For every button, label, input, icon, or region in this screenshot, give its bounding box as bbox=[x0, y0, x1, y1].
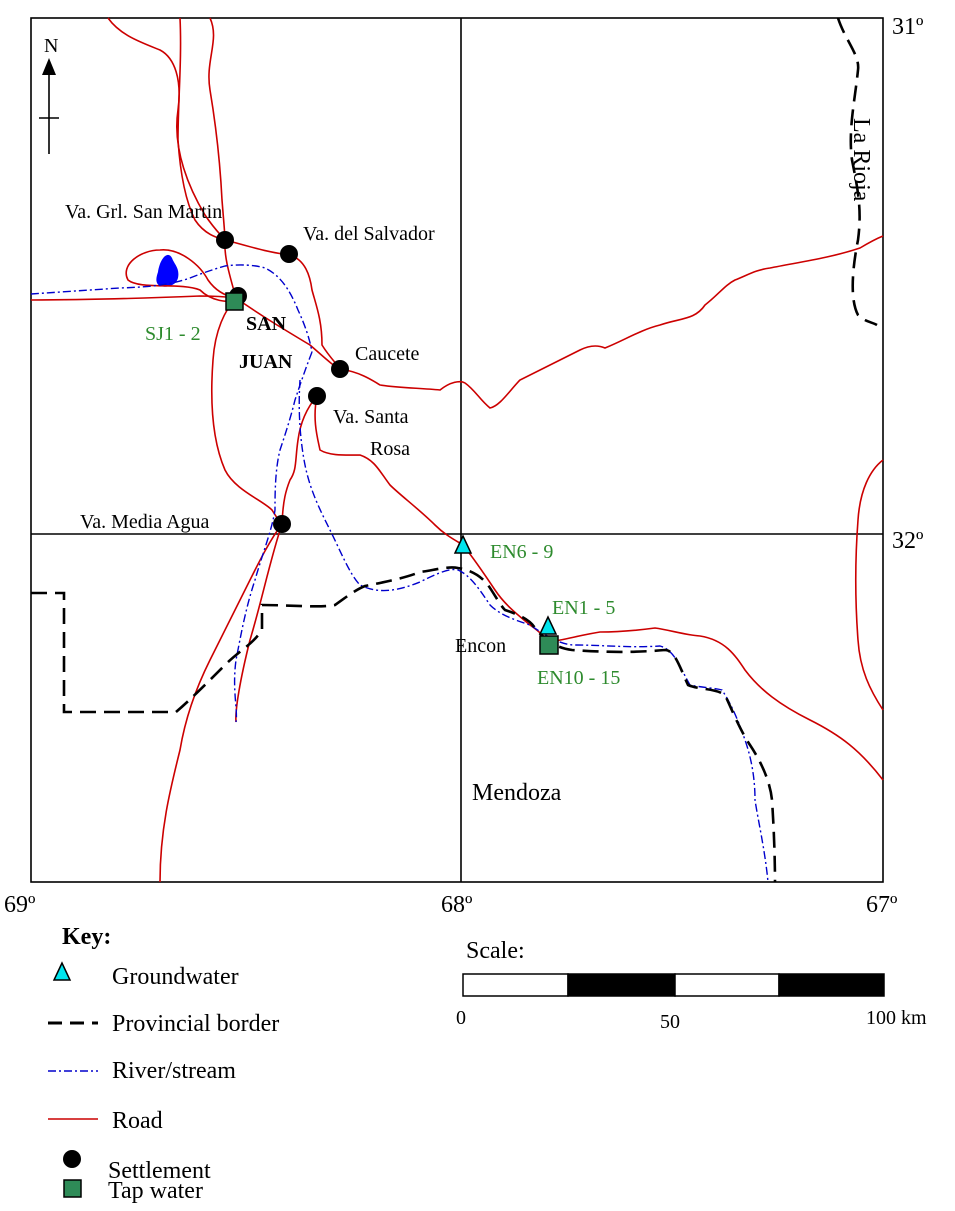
tap-water-sites bbox=[225, 292, 559, 655]
settlements bbox=[216, 231, 349, 533]
road-santa-rosa-west bbox=[281, 395, 318, 525]
map-labels: Va. Grl. San Martin Va. del Salvador Cau… bbox=[65, 118, 874, 806]
lat-label-31: 31º bbox=[892, 14, 924, 40]
lon-label-68: 68º bbox=[441, 892, 473, 918]
label-sample-en1: EN1 - 5 bbox=[552, 597, 615, 619]
coordinate-labels: 31º 32º 69º 68º 67º bbox=[4, 14, 924, 918]
road-caucete-east bbox=[339, 235, 884, 409]
label-caucete: Caucete bbox=[355, 343, 420, 365]
label-encon: Encon bbox=[455, 635, 506, 657]
border-mendoza bbox=[31, 566, 777, 883]
label-santa-rosa-2: Rosa bbox=[370, 438, 410, 460]
map-key: Key: Groundwater Provincial border River… bbox=[48, 924, 279, 1204]
scale-title: Scale: bbox=[466, 938, 525, 964]
road-encon-east bbox=[547, 627, 884, 781]
label-san-juan-2: JUAN bbox=[239, 351, 293, 373]
road-media-agua-south bbox=[159, 523, 283, 883]
lake bbox=[156, 254, 179, 287]
road-lake-loop bbox=[125, 239, 237, 302]
lon-label-69: 69º bbox=[4, 892, 36, 918]
key-tap-label: Tap water bbox=[108, 1178, 203, 1204]
scale-seg-1 bbox=[462, 973, 569, 997]
groundwater-sites bbox=[453, 534, 558, 635]
road-san-martin-salvador bbox=[224, 239, 341, 370]
road-north-2 bbox=[177, 17, 226, 241]
tap-water-sj bbox=[225, 292, 244, 311]
lon-label-67: 67º bbox=[866, 892, 898, 918]
label-santa-rosa-1: Va. Santa bbox=[333, 406, 409, 428]
settlement-caucete bbox=[331, 360, 349, 378]
label-del-salvador: Va. del Salvador bbox=[303, 223, 435, 245]
key-groundwater-label: Groundwater bbox=[112, 964, 239, 990]
key-tap-icon bbox=[63, 1179, 82, 1198]
label-sample-en10: EN10 - 15 bbox=[537, 667, 620, 689]
label-sample-en6: EN6 - 9 bbox=[490, 541, 553, 563]
river-west bbox=[30, 264, 313, 353]
north-label: N bbox=[44, 35, 58, 57]
settlement-gral-san-martin bbox=[216, 231, 234, 249]
label-san-juan-1: SAN bbox=[246, 313, 287, 335]
groundwater-en1 bbox=[538, 615, 558, 635]
road-west-to-sanjuan bbox=[30, 295, 237, 301]
key-title: Key: bbox=[62, 924, 111, 950]
scale-label-50: 50 bbox=[660, 1011, 680, 1033]
label-mendoza: Mendoza bbox=[472, 780, 562, 806]
scale-bar: Scale: 0 50 100 km bbox=[456, 938, 927, 1033]
label-media-agua: Va. Media Agua bbox=[80, 511, 210, 533]
map-frame bbox=[30, 17, 884, 883]
provincial-borders bbox=[31, 17, 878, 883]
map-border bbox=[30, 17, 884, 883]
road-santa-rosa-loop bbox=[314, 395, 464, 546]
river-main-south bbox=[233, 351, 313, 723]
lat-label-32: 32º bbox=[892, 528, 924, 554]
settlement-media-agua bbox=[273, 515, 291, 533]
key-settlement-icon bbox=[63, 1150, 81, 1168]
scale-seg-4 bbox=[778, 973, 885, 997]
road-sanjuan-caucete bbox=[235, 297, 341, 370]
scale-label-0: 0 bbox=[456, 1007, 466, 1029]
scale-label-100: 100 km bbox=[866, 1007, 927, 1029]
road-east-right bbox=[854, 459, 884, 711]
tap-water-en10 bbox=[539, 635, 559, 655]
key-groundwater-icon bbox=[52, 961, 72, 981]
border-la-rioja bbox=[836, 17, 878, 327]
settlement-del-salvador bbox=[280, 245, 298, 263]
key-road-label: Road bbox=[112, 1108, 163, 1134]
settlement-santa-rosa bbox=[308, 387, 326, 405]
north-arrow-icon bbox=[42, 58, 56, 75]
north-arrow: N bbox=[39, 35, 59, 154]
key-settlement-label: Settlement bbox=[108, 1158, 211, 1184]
road-media-agua-sw bbox=[235, 523, 283, 723]
scale-seg-3 bbox=[674, 973, 780, 997]
key-border-label: Provincial border bbox=[112, 1011, 279, 1037]
label-la-rioja: La Rioja bbox=[848, 118, 874, 202]
road-north-3 bbox=[208, 17, 226, 241]
groundwater-en6 bbox=[453, 534, 473, 554]
label-sample-sj: SJ1 - 2 bbox=[145, 323, 201, 345]
key-river-label: River/stream bbox=[112, 1058, 236, 1084]
scale-seg-2 bbox=[567, 973, 676, 997]
label-gral-san-martin: Va. Grl. San Martin bbox=[65, 201, 222, 223]
